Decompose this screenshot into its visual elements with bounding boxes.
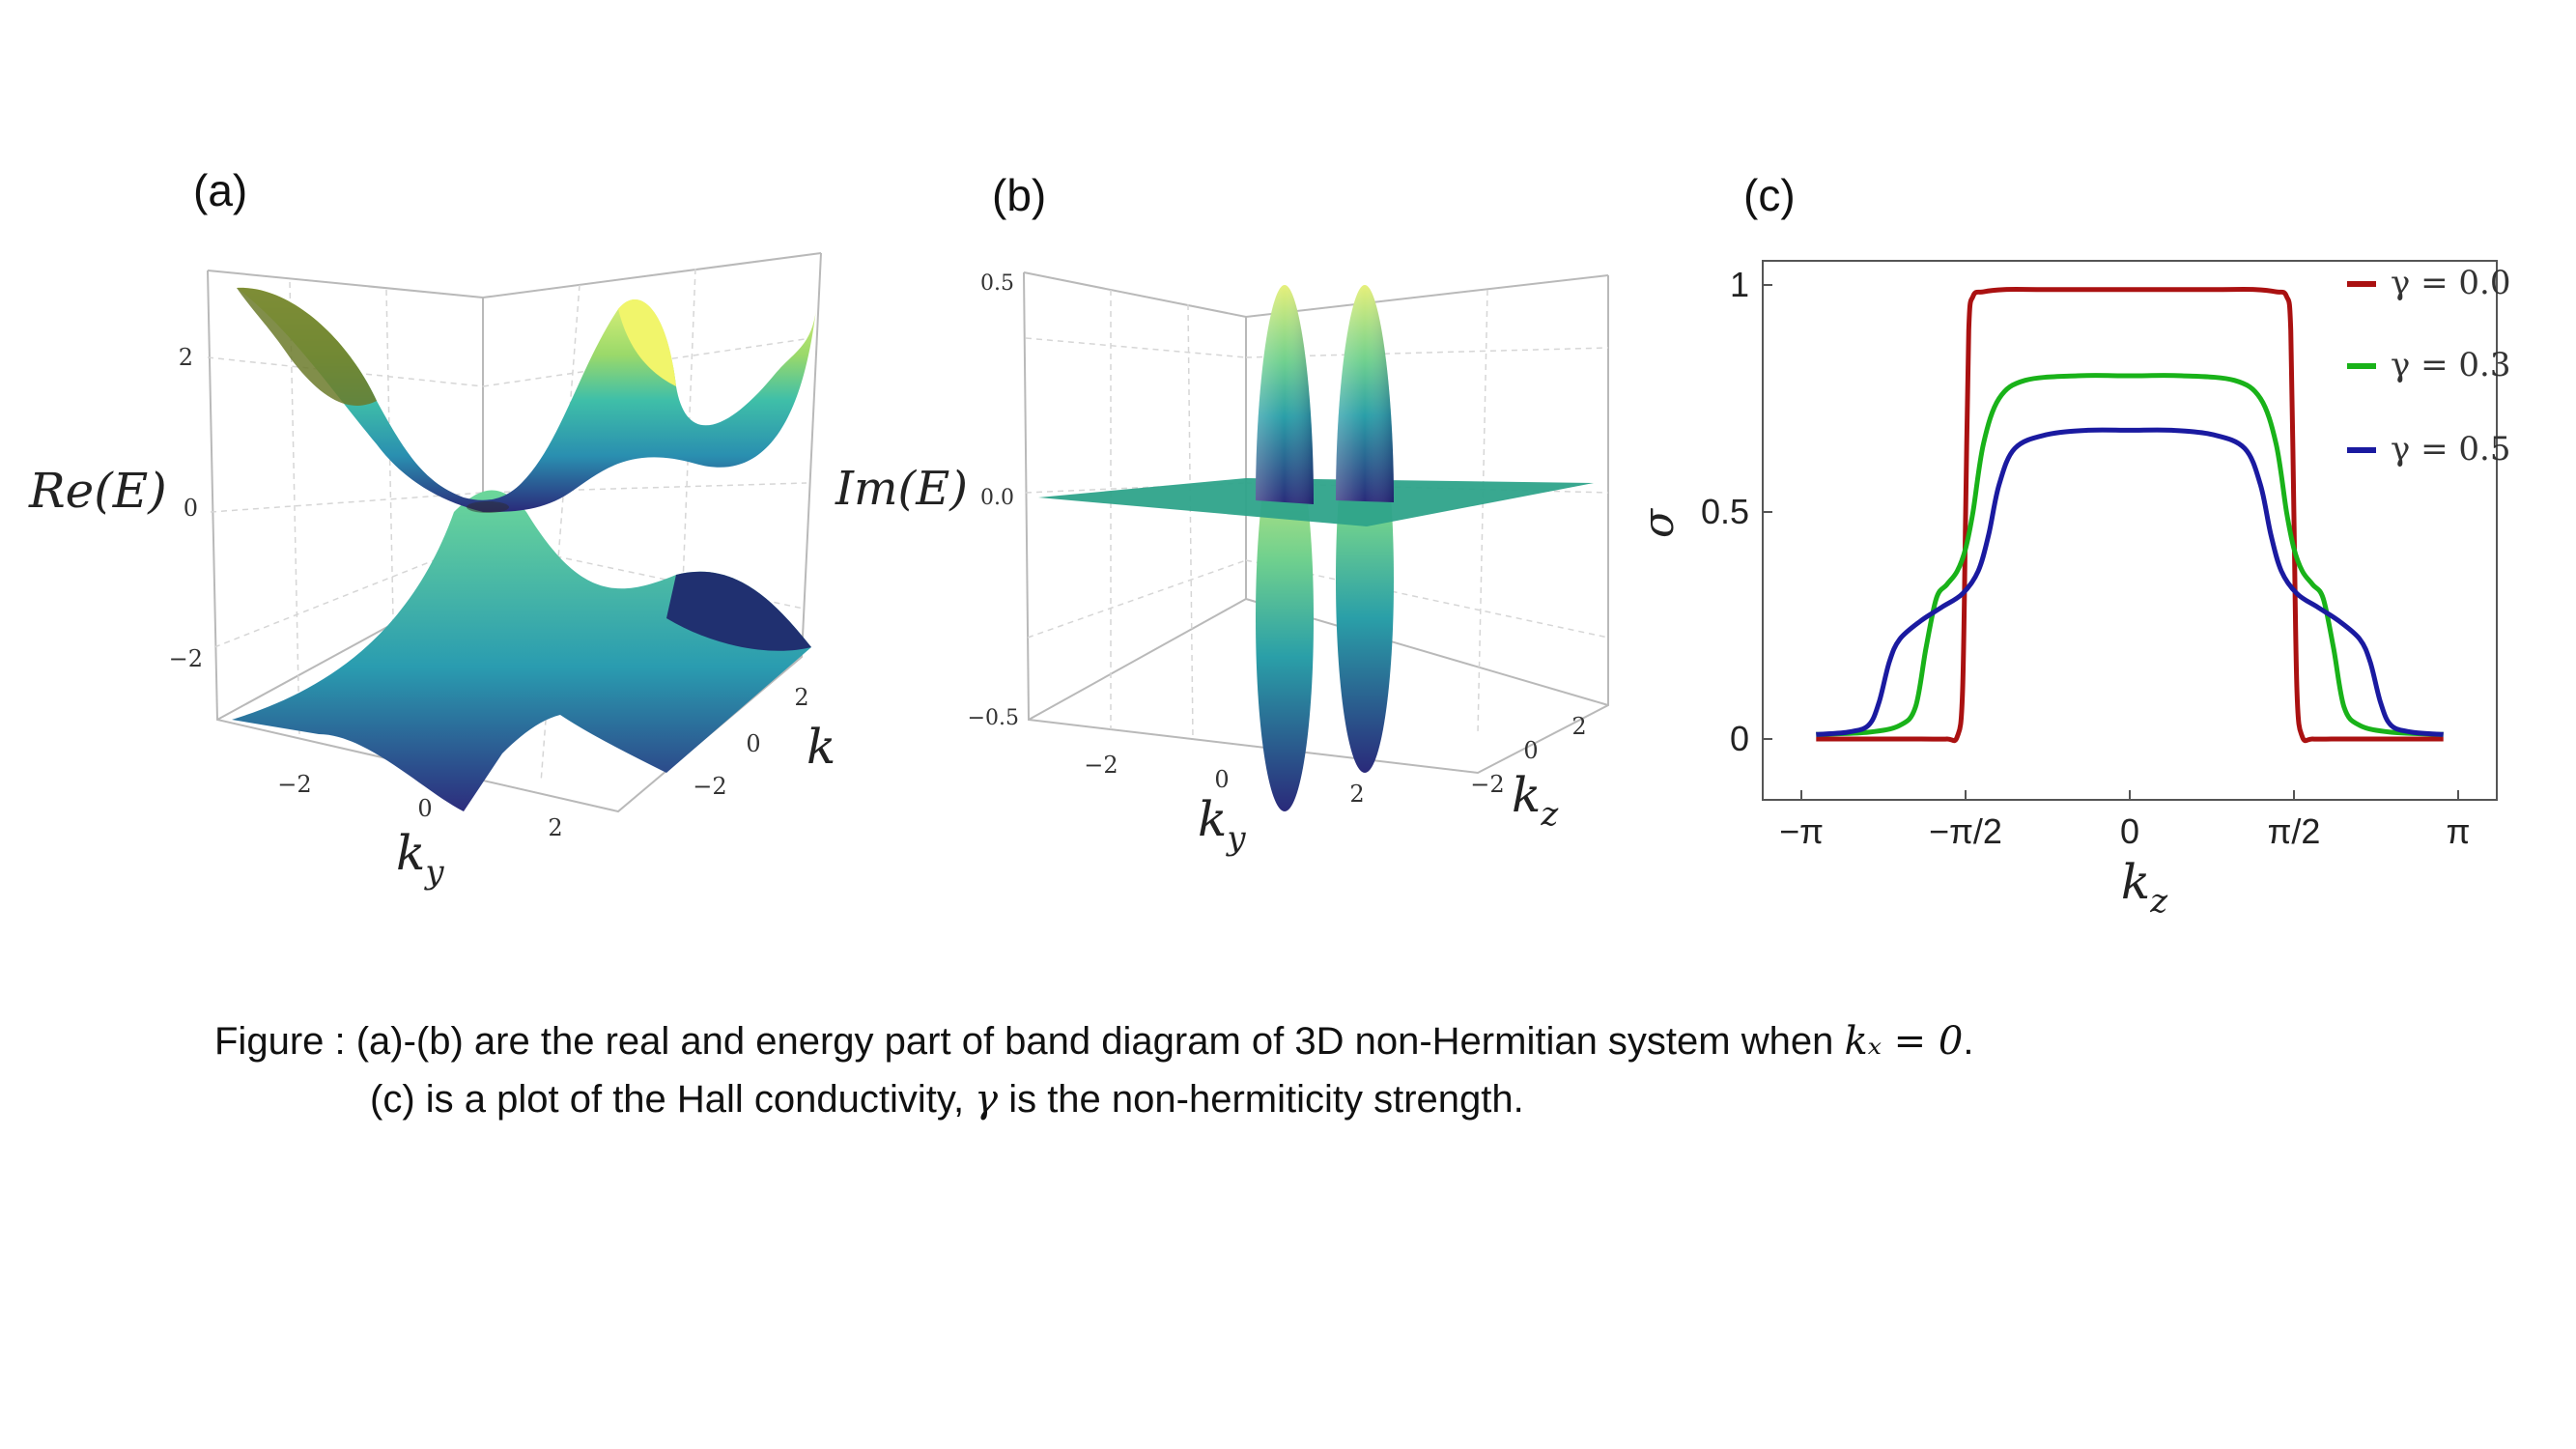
b-xtick-2: 2: [1349, 781, 1364, 808]
b-zlabel: Im(E): [835, 462, 968, 516]
a-upper-peak: [618, 298, 676, 386]
caption-line-1-math: kₓ = 0: [1844, 1019, 1964, 1064]
b-ztick-m05: −0.5: [968, 706, 1019, 730]
a-ytick-0: 0: [746, 730, 760, 757]
b-ztick-05: 0.5: [980, 271, 1014, 296]
a-cone-neck: [467, 501, 509, 513]
c-ytick-label-1: 0.5: [1701, 492, 1749, 531]
c-xtick-label-0: −π: [1779, 811, 1824, 851]
c-series-line-1: [1816, 373, 2444, 737]
caption-line-1: Figure : (a)-(b) are the real and energy…: [214, 1019, 1973, 1064]
a-zlabel: Re(E): [28, 463, 167, 519]
a-ylabel: k: [807, 719, 835, 775]
a-upper-left-fold: [237, 287, 377, 406]
b-shade-right: [1336, 285, 1394, 502]
chart-c-hall-conductivity: 0 0.5 1 −π −π/2 0 π/2 π σ kz γ = 0.0 γ = 0.3 γ …: [1634, 260, 2511, 921]
b-xtick-m2: −2: [1084, 752, 1118, 779]
c-xtick-label-4: π: [2447, 811, 2471, 851]
a-ztick-m2: −2: [169, 645, 203, 672]
b-ellipsoid-left-lower: [1256, 425, 1314, 811]
c-xtick-label-3: π/2: [2268, 811, 2321, 851]
chart-b-im-surface: 0.5 0.0 −0.5 −2 0 2 −2 0 2 Im(E) ky kz: [835, 271, 1609, 858]
c-legend-label-1: γ = 0.3: [2391, 346, 2511, 384]
c-series-group: [1816, 287, 2444, 744]
panel-label-b: (b): [992, 170, 1047, 220]
a-xtick-m2: −2: [277, 771, 311, 798]
a-xtick-0: 0: [417, 795, 432, 822]
c-ticks-group: 0 0.5 1 −π −π/2 0 π/2 π: [1701, 265, 2470, 851]
b-ytick-2: 2: [1571, 713, 1586, 740]
b-ytick-0: 0: [1523, 737, 1538, 764]
a-xtick-2: 2: [548, 814, 562, 841]
c-ylabel: σ: [1634, 507, 1684, 538]
b-zero-plane: [1038, 478, 1594, 526]
chart-a-re-surface: 2 0 −2 −2 0 2 −2 0 2 Re(E) ky k: [28, 252, 835, 892]
caption-line-2-math: γ: [975, 1077, 999, 1122]
c-series-line-2: [1816, 427, 2444, 737]
b-xtick-0: 0: [1214, 766, 1229, 793]
a-ytick-m2: −2: [693, 773, 726, 800]
c-legend-label-2: γ = 0.5: [2391, 430, 2511, 469]
panel-label-c: (c): [1743, 170, 1796, 220]
a-ztick-2: 2: [179, 344, 193, 371]
a-xlabel: ky: [396, 825, 444, 892]
c-ytick-label-2: 1: [1730, 265, 1749, 304]
b-ylabel: kz: [1512, 767, 1559, 834]
a-lower-dark: [666, 571, 811, 651]
panel-label-a: (a): [193, 165, 248, 215]
caption-line-2-start: (c) is a plot of the Hall conductivity,: [370, 1078, 976, 1121]
c-ytick-label-0: 0: [1730, 719, 1749, 758]
c-xtick-label-1: −π/2: [1929, 811, 2002, 851]
c-xlabel: kz: [2121, 854, 2168, 921]
c-legend-label-0: γ = 0.0: [2391, 264, 2511, 302]
c-legend: γ = 0.0 γ = 0.3 γ = 0.5: [2347, 264, 2511, 469]
a-upper-band: [237, 287, 816, 512]
caption-line-1-end: .: [1963, 1020, 1974, 1063]
b-ztick-0: 0.0: [980, 486, 1014, 510]
a-ztick-0: 0: [184, 495, 198, 522]
caption-line-2: (c) is a plot of the Hall conductivity, …: [370, 1077, 1524, 1122]
b-shade-left: [1256, 285, 1314, 504]
c-xtick-label-2: 0: [2120, 811, 2139, 851]
caption-line-1-text: Figure : (a)-(b) are the real and energy…: [214, 1020, 1845, 1063]
c-series-line-0: [1816, 287, 2444, 744]
b-xlabel: ky: [1198, 791, 1246, 858]
caption-line-2-end: is the non-hermiticity strength.: [998, 1078, 1524, 1121]
a-lower-band: [232, 490, 811, 811]
b-ytick-m2: −2: [1470, 771, 1504, 798]
a-ytick-2: 2: [794, 684, 808, 711]
